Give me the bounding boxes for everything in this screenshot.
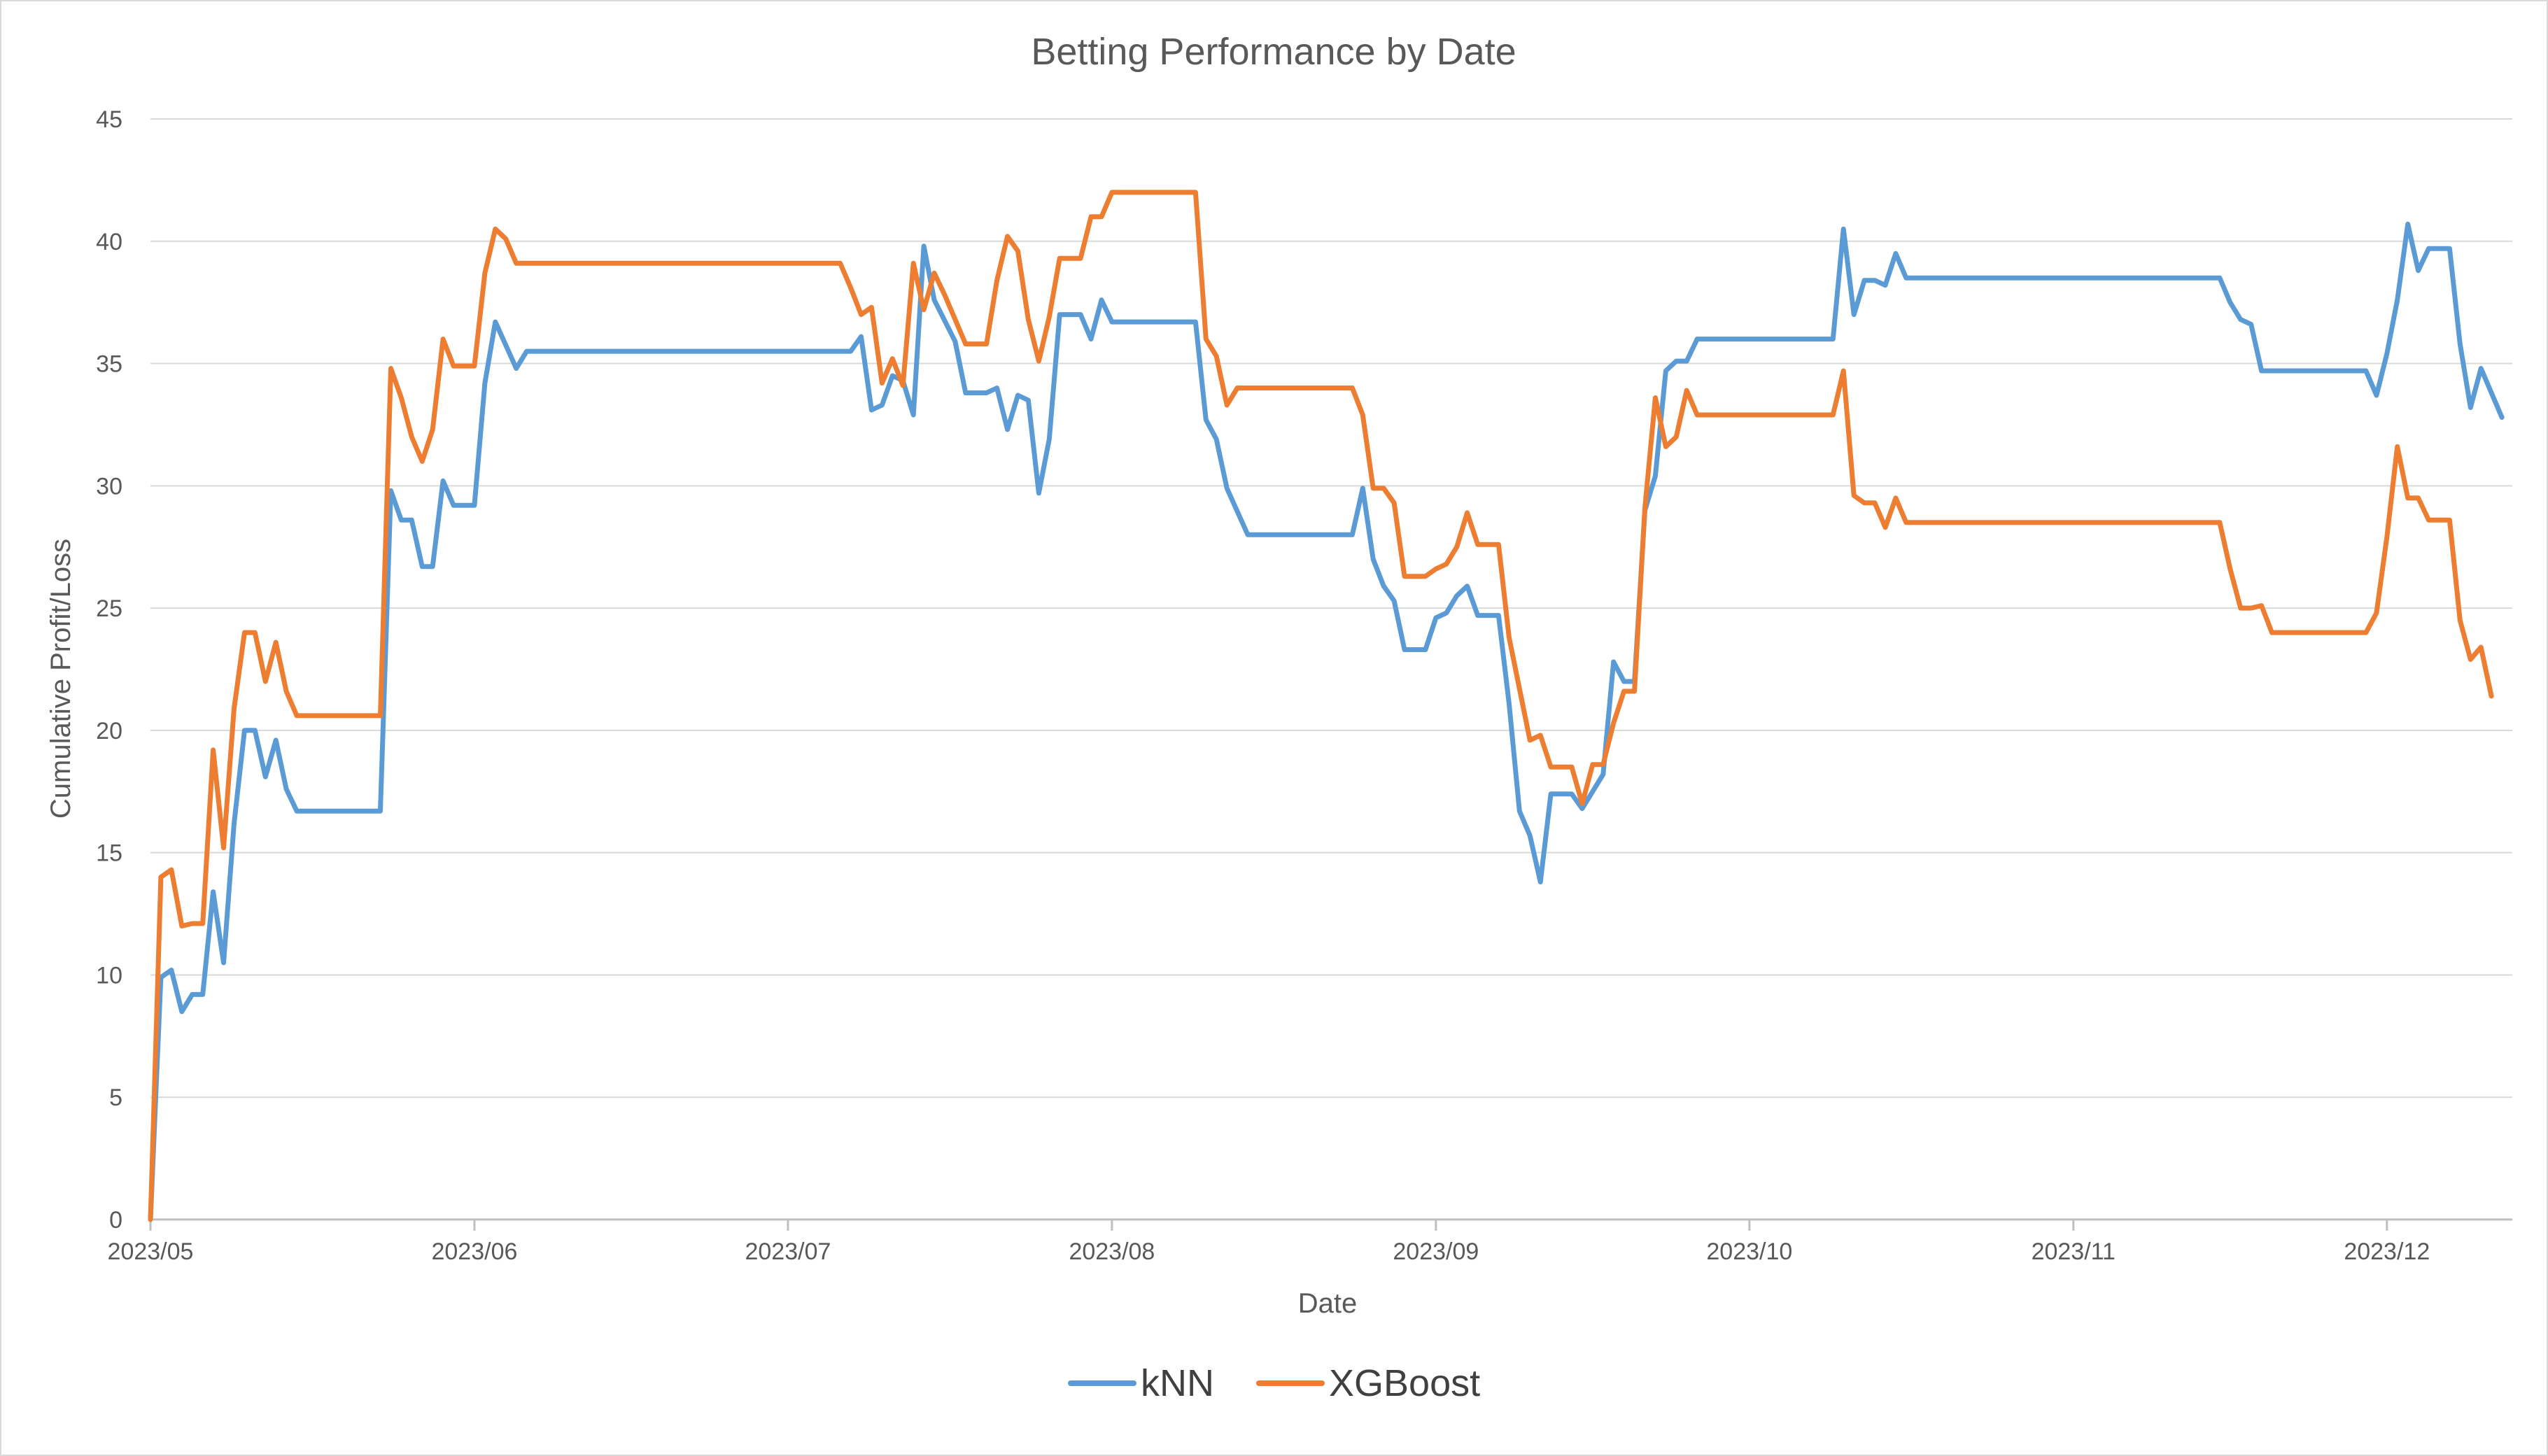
x-tick-label-2023-08: 2023/08: [1069, 1238, 1155, 1265]
x-tick-label-2023-11: 2023/11: [2032, 1238, 2116, 1265]
y-tick-label-10: 10: [96, 962, 122, 989]
gridlines: [150, 118, 2512, 1098]
series-line-xgboost: [148, 190, 2494, 1222]
x-axis-ticks: 2023/05 2023/06 2023/07 2023/08 2023/09 2023/…: [108, 1220, 2430, 1265]
chart-title: Betting Performance by Date: [1031, 31, 1516, 73]
legend-label-knn: kNN: [1141, 1362, 1214, 1404]
x-axis-title: Date: [1298, 1288, 1358, 1319]
x-tick-label-2023-07: 2023/07: [745, 1238, 831, 1265]
y-tick-label-45: 45: [96, 106, 122, 133]
x-tick-label-2023-12: 2023/12: [2344, 1238, 2430, 1265]
legend-label-xgboost: XGBoost: [1329, 1362, 1480, 1404]
x-tick-label-2023-10: 2023/10: [1706, 1238, 1792, 1265]
series-line-knn: [148, 221, 2505, 1222]
y-tick-label-15: 15: [96, 840, 122, 867]
y-tick-label-40: 40: [96, 229, 122, 255]
x-tick-label-2023-05: 2023/05: [108, 1238, 194, 1265]
y-axis-tick-labels: 0 5 10 15 20 25 30 35 40 45: [96, 106, 122, 1234]
y-tick-label-30: 30: [96, 473, 122, 500]
y-tick-label-5: 5: [109, 1084, 122, 1111]
y-axis-title: Cumulative Profit/Loss: [45, 539, 76, 819]
series-lines: [148, 190, 2505, 1222]
legend: kNN XGBoost: [1068, 1362, 1480, 1404]
x-tick-label-2023-09: 2023/09: [1393, 1238, 1479, 1265]
y-tick-label-35: 35: [96, 351, 122, 378]
y-tick-label-20: 20: [96, 718, 122, 744]
x-tick-label-2023-06: 2023/06: [431, 1238, 517, 1265]
y-tick-label-25: 25: [96, 595, 122, 622]
y-tick-label-0: 0: [109, 1207, 122, 1234]
